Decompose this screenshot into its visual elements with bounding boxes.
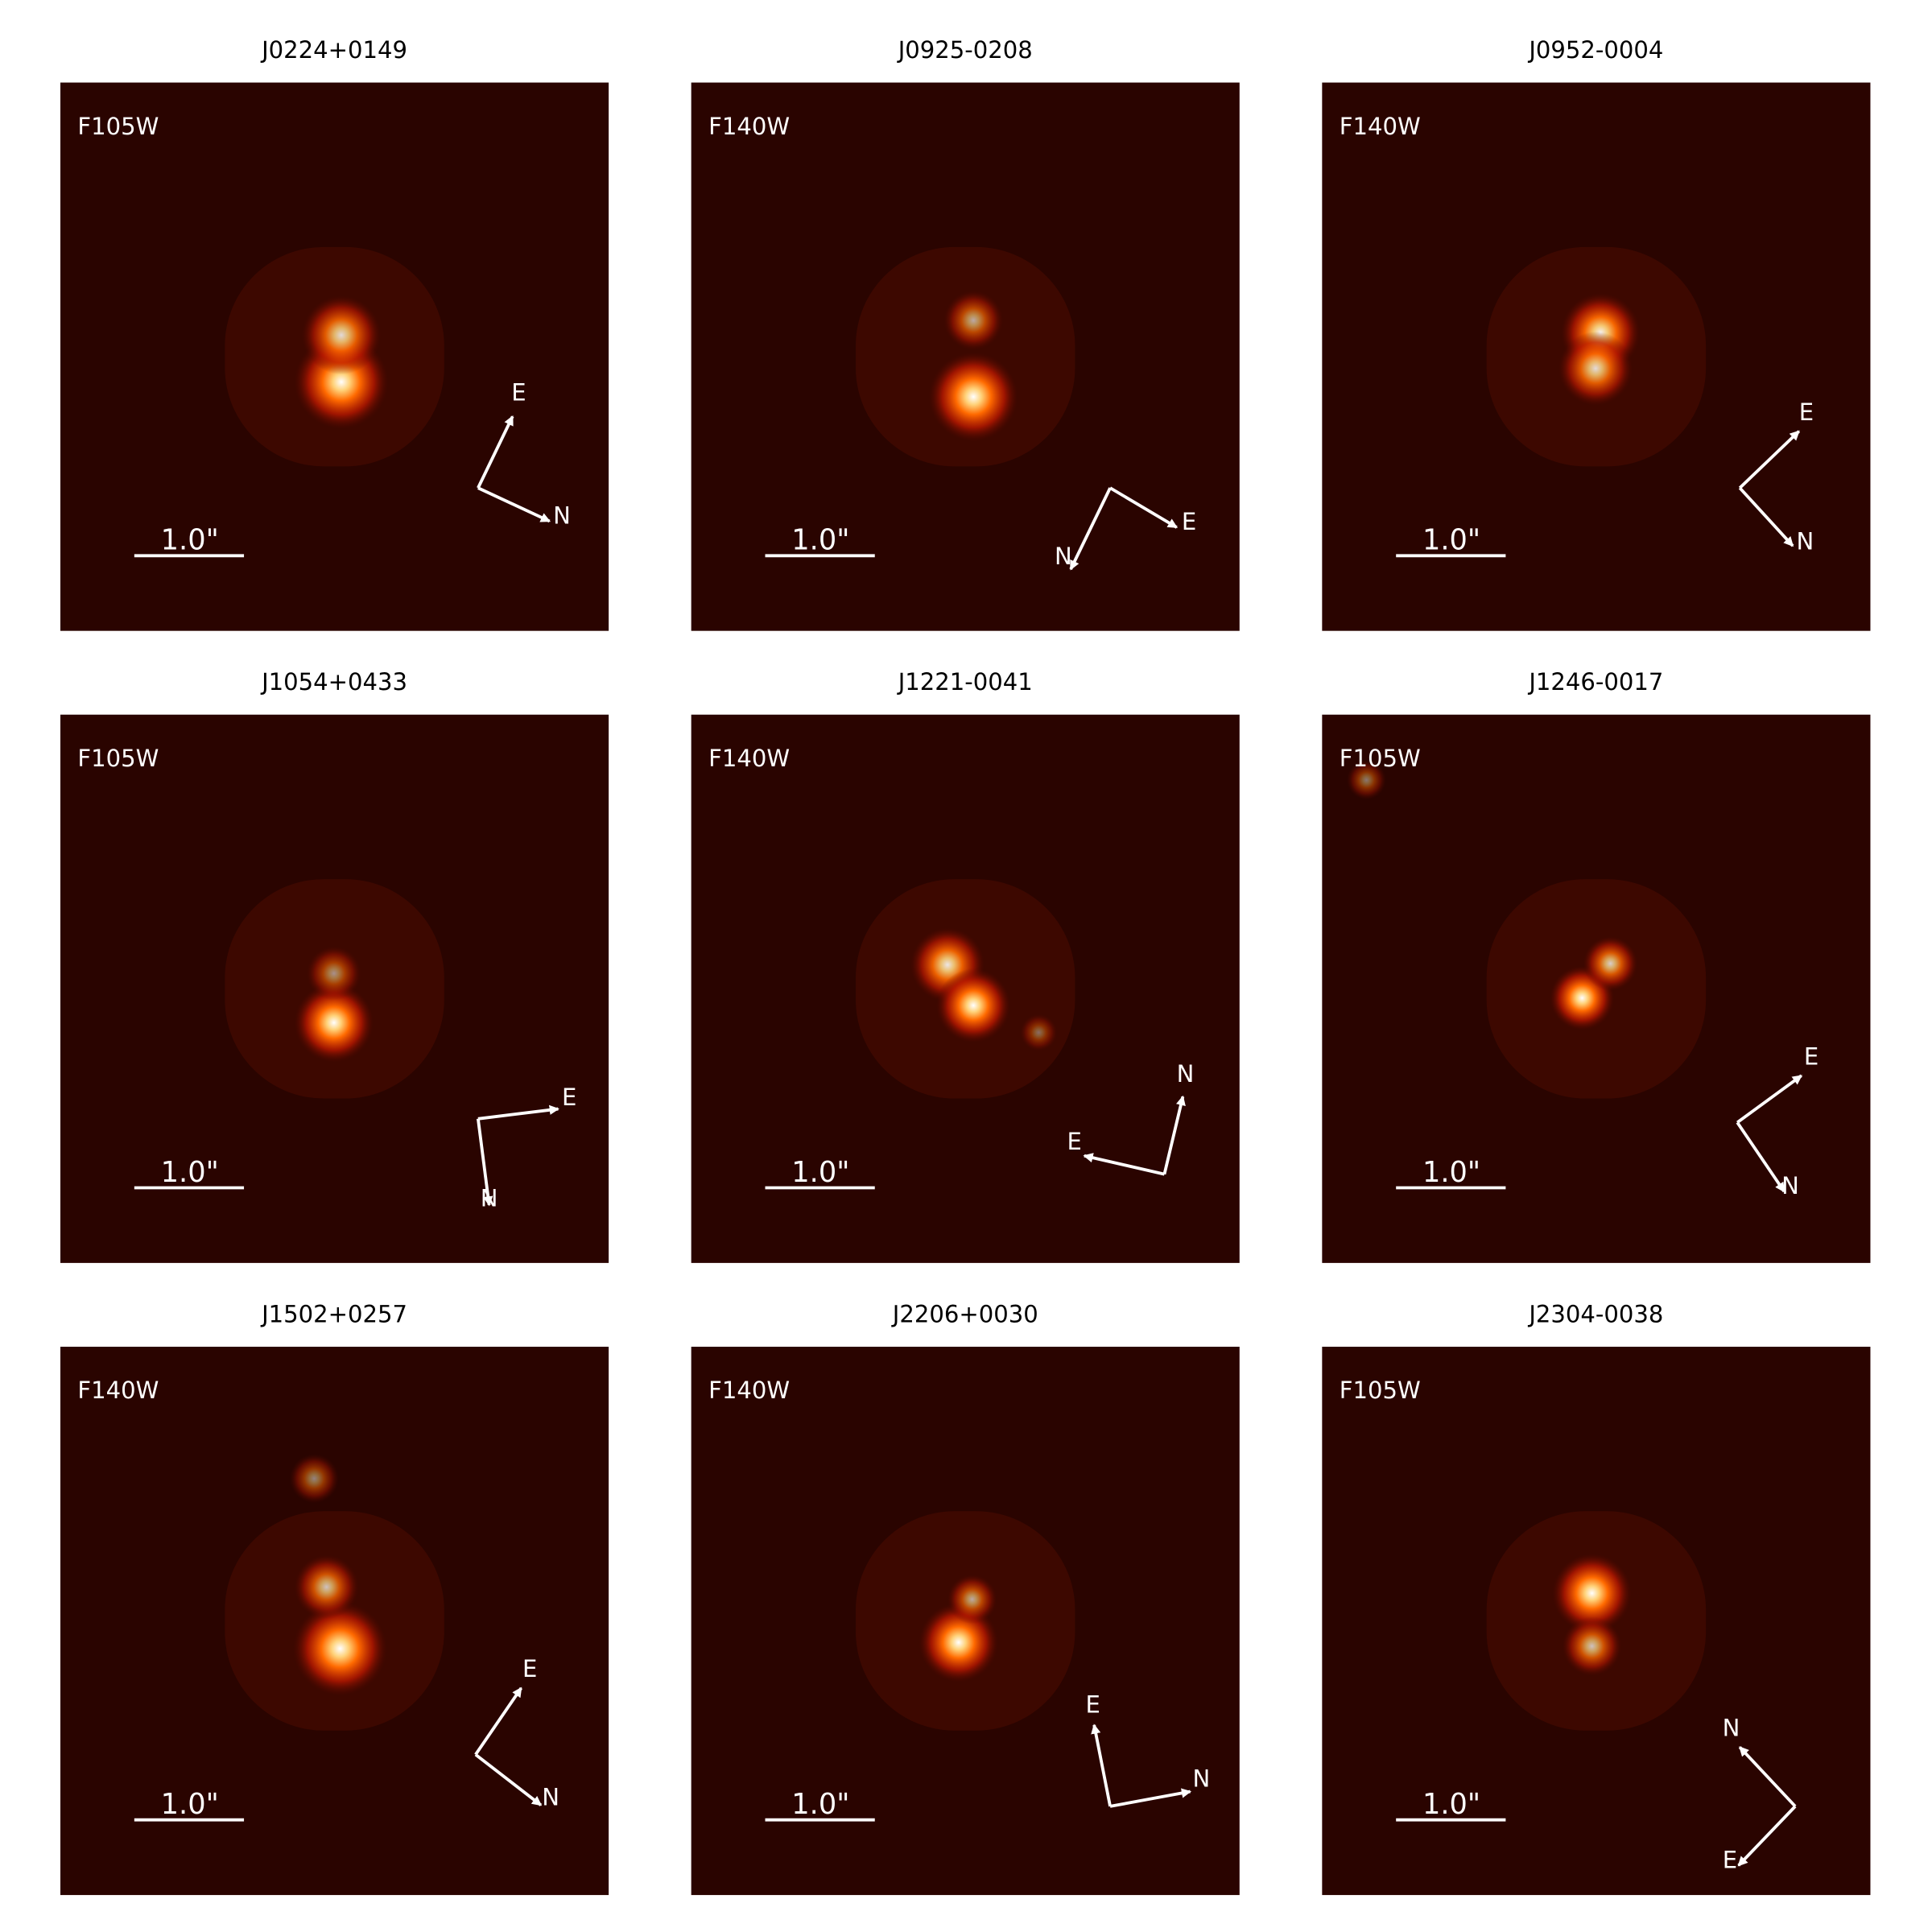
scale-label: 1.0": [1422, 524, 1480, 557]
compass-north-arrow: [477, 486, 551, 523]
compass-north-arrow: [1738, 1746, 1797, 1808]
source: [1558, 331, 1633, 406]
panel-title: J2206+0030: [891, 1300, 1038, 1327]
source: [289, 1454, 339, 1504]
panel: J2304-0038 F105W 1.0" E N: [1322, 1300, 1871, 1896]
compass-north-arrow: [476, 1118, 493, 1207]
compass-north-label: N: [542, 1783, 559, 1810]
compass-east-label: E: [1067, 1128, 1082, 1155]
source: [294, 1554, 359, 1620]
compass-east-label: E: [1182, 508, 1196, 535]
filter-label: F140W: [1340, 113, 1421, 140]
scale-label: 1.0": [161, 524, 219, 557]
compass-east-arrow: [1091, 1724, 1112, 1807]
source: [1346, 760, 1386, 800]
panel: J2206+0030 F140W 1.0" E N: [691, 1300, 1240, 1896]
filter-label: F140W: [708, 1377, 790, 1404]
source: [1583, 936, 1638, 991]
filter-label: F140W: [708, 745, 790, 772]
compass-east-label: E: [562, 1084, 576, 1111]
source: [947, 1575, 997, 1624]
panel: J1246-0017 F105W 1.0" E N: [1322, 668, 1871, 1263]
compass-east-arrow: [477, 415, 514, 489]
compass-north-label: N: [1177, 1060, 1195, 1088]
compass-east-arrow: [1737, 1805, 1797, 1867]
panel-title: J1221-0041: [897, 668, 1033, 696]
compass-north-arrow: [1109, 1788, 1192, 1808]
compass-east-label: E: [1804, 1042, 1818, 1070]
compass-north-label: N: [1796, 528, 1814, 555]
filter-label: F140W: [77, 1377, 159, 1404]
panel-title: J1054+0433: [260, 668, 407, 696]
scale-label: 1.0": [1422, 1788, 1480, 1821]
scale-label: 1.0": [791, 1156, 849, 1189]
panel: J0952-0004 F140W 1.0" E N: [1322, 36, 1871, 631]
scale-label: 1.0": [161, 1156, 219, 1189]
source: [293, 1601, 387, 1696]
compass-north-label: N: [1723, 1715, 1740, 1742]
compass-north-arrow: [1069, 487, 1112, 571]
compass-north-arrow: [474, 1753, 543, 1806]
source: [929, 352, 1018, 441]
compass-east-arrow: [1109, 486, 1179, 529]
compass-east-label: E: [1799, 398, 1814, 426]
compass-east-label: E: [522, 1655, 537, 1682]
compass-north-label: N: [553, 502, 571, 530]
scale-label: 1.0": [791, 524, 849, 557]
compass-east-label: E: [1085, 1691, 1100, 1719]
panel-title: J0925-0208: [897, 36, 1033, 64]
filter-label: F140W: [708, 113, 790, 140]
filter-label: F105W: [1340, 1377, 1421, 1404]
compass-east-arrow: [1736, 1074, 1802, 1124]
source: [307, 946, 361, 1001]
source: [943, 291, 1003, 350]
panel-title: J0224+0149: [260, 36, 407, 64]
compass-north-label: N: [1781, 1172, 1799, 1199]
scale-label: 1.0": [1422, 1156, 1480, 1189]
panel: J0224+0149 F105W 1.0" E N: [60, 36, 609, 631]
compass-east-arrow: [1738, 430, 1801, 489]
compass-north-arrow: [1738, 486, 1794, 547]
panel-title: J2304-0038: [1527, 1300, 1663, 1327]
scale-label: 1.0": [161, 1788, 219, 1821]
panel: J1054+0433 F105W 1.0" E N: [60, 668, 609, 1263]
source: [1552, 1554, 1632, 1633]
panel: J1502+0257 F140W 1.0" E N: [60, 1300, 609, 1896]
filter-label: F105W: [77, 745, 159, 772]
compass-east-label: E: [511, 378, 526, 406]
source: [1020, 1013, 1058, 1051]
panel-title: J1502+0257: [260, 1300, 407, 1327]
compass-north-label: N: [1055, 543, 1072, 570]
compass-east-arrow: [474, 1686, 523, 1756]
filter-label: F105W: [1340, 745, 1421, 772]
source: [294, 983, 374, 1063]
panel: J0925-0208 F140W 1.0" E N: [691, 36, 1240, 631]
source: [302, 295, 381, 375]
panel-title: J0952-0004: [1527, 36, 1663, 64]
compass-east-label: E: [1723, 1846, 1737, 1873]
scale-label: 1.0": [791, 1788, 849, 1821]
compass-north-label: N: [1192, 1765, 1210, 1792]
source: [1562, 1616, 1622, 1676]
source: [936, 968, 1011, 1042]
filter-label: F105W: [77, 113, 159, 140]
compass-north-arrow: [1736, 1121, 1785, 1193]
compass-east-arrow: [1083, 1153, 1165, 1176]
compass-north-label: N: [481, 1184, 498, 1212]
panel: J1221-0041 F140W 1.0" E N: [691, 668, 1240, 1263]
panel-title: J1246-0017: [1527, 668, 1663, 696]
compass-north-arrow: [1162, 1095, 1186, 1175]
compass-east-arrow: [477, 1104, 559, 1121]
